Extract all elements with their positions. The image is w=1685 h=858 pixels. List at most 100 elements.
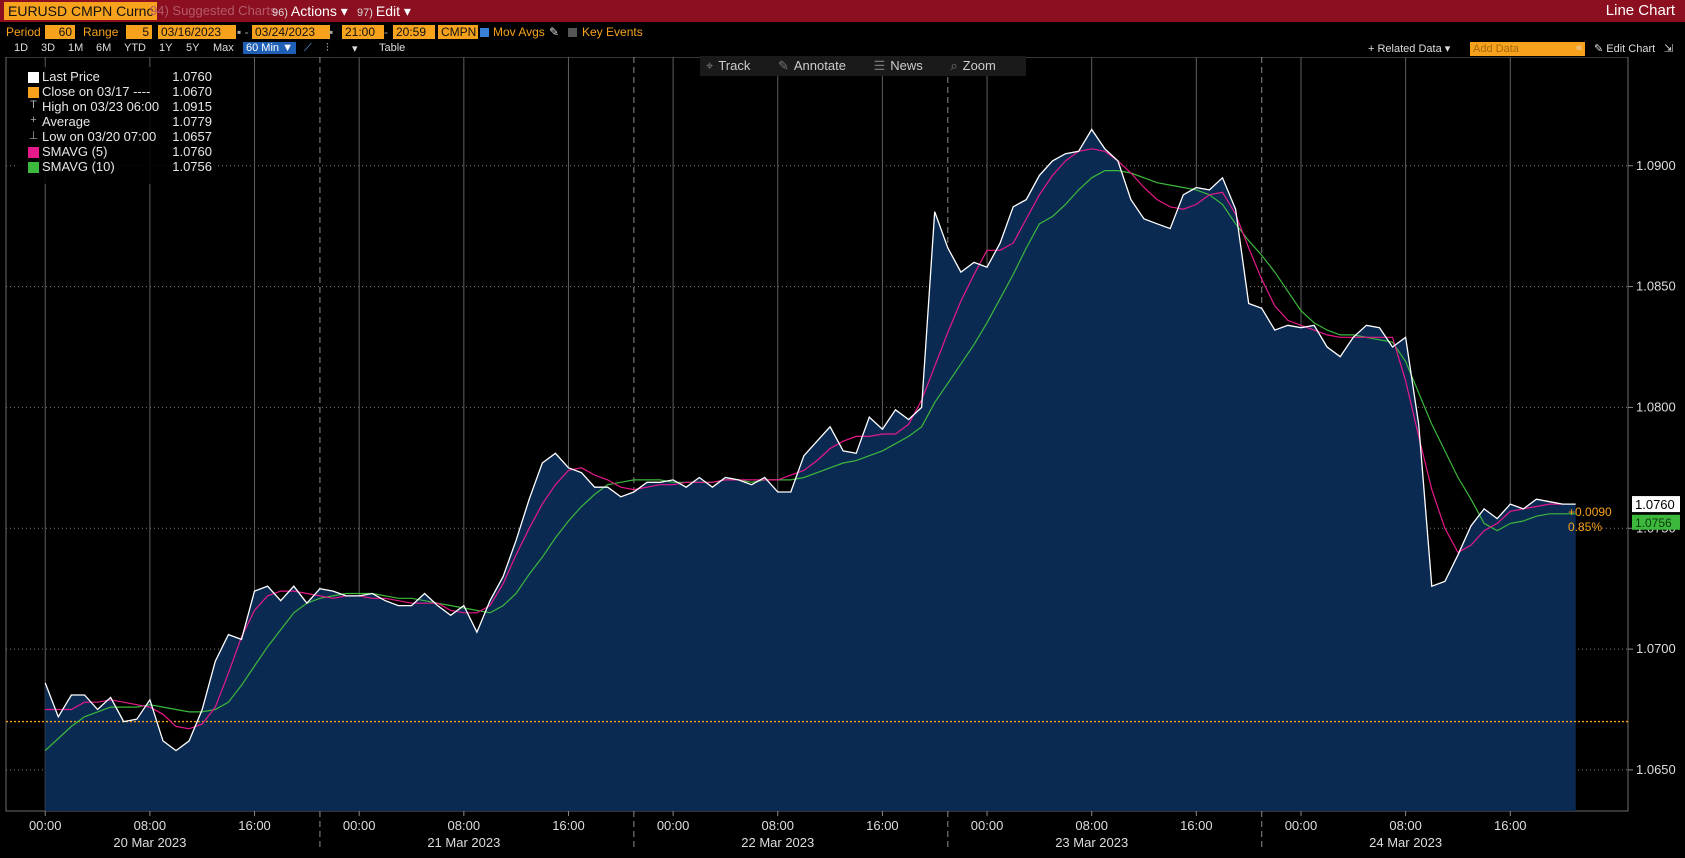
legend-value: 1.0657	[172, 129, 212, 144]
price-area-fill	[45, 129, 1576, 811]
mov-avgs-checkbox[interactable]	[480, 28, 489, 37]
legend-item-smavg-10[interactable]: SMAVG (10) 1.0756	[15, 159, 218, 174]
table-button[interactable]: Table	[379, 42, 406, 54]
frequency-label: 60 Min	[246, 42, 280, 54]
edit-menu-number: 97)	[357, 7, 373, 19]
chart-type-title: Line Chart	[1605, 2, 1675, 19]
period-field[interactable]: 60	[45, 25, 75, 39]
period-button-6m[interactable]: 6M	[96, 42, 112, 54]
period-button-ytd[interactable]: YTD	[124, 42, 146, 54]
chevron-down-icon: ▾	[340, 3, 348, 19]
x-tick-label: 08:00	[134, 818, 167, 833]
line-chart-icon[interactable]: ⟋	[304, 42, 312, 54]
period-button-max[interactable]: Max	[213, 42, 234, 54]
calendar-icon[interactable]: ▪ -	[237, 25, 249, 39]
series-line-last-price	[44, 128, 1576, 752]
track-tool[interactable]: ⌖ Track	[706, 58, 762, 73]
x-tick-label: 00:00	[1285, 818, 1318, 833]
key-events-checkbox[interactable]	[568, 28, 577, 37]
collapse-icon[interactable]: «	[1576, 42, 1583, 54]
related-data-dropdown[interactable]: + Related Data ▾	[1368, 43, 1451, 55]
edit-menu[interactable]: 97) Edit ▾	[357, 2, 411, 20]
legend-value: 1.0670	[172, 84, 212, 99]
end-time-field[interactable]: 20:59	[393, 25, 435, 39]
security-ticker[interactable]: EURUSD CMPN Curnc	[4, 2, 158, 20]
add-data-input[interactable]: Add Data	[1470, 42, 1585, 56]
legend-swatch	[28, 87, 39, 98]
period-button-3d[interactable]: 3D	[41, 42, 56, 54]
chevron-down-icon[interactable]: ▾	[352, 43, 358, 55]
mov-avgs-label[interactable]: Mov Avgs	[493, 25, 545, 39]
key-events-label[interactable]: Key Events	[582, 25, 643, 39]
average-marker-icon: +	[30, 114, 37, 126]
actions-menu-label: Actions	[290, 3, 337, 19]
end-date-field[interactable]: 03/24/2023	[252, 25, 330, 39]
period-button-1m[interactable]: 1M	[68, 42, 84, 54]
actions-menu-number: 96)	[272, 7, 288, 19]
period-button-5y[interactable]: 5Y	[186, 42, 200, 54]
legend-item-last-price[interactable]: Last Price 1.0760	[15, 69, 218, 84]
start-time-field[interactable]: 21:00	[342, 25, 384, 39]
chevron-down-icon: ▾	[403, 3, 411, 19]
legend-item-average[interactable]: + Average 1.0779	[15, 114, 218, 129]
calendar-icon[interactable]: ▪	[329, 25, 334, 39]
legend-value: 1.0779	[172, 114, 212, 129]
x-tick-label: 08:00	[761, 818, 794, 833]
range-label: Range	[83, 25, 119, 39]
news-label: News	[890, 58, 923, 73]
actions-menu[interactable]: 96) Actions ▾	[272, 2, 348, 20]
bar-style-icon[interactable]: ⫶	[326, 42, 329, 54]
suggested-charts-menu[interactable]: 94) Suggested Charts	[150, 3, 277, 18]
legend-swatch	[28, 147, 39, 158]
news-tool[interactable]: ☰ News	[874, 58, 935, 73]
change-absolute: +0.0090	[1568, 505, 1612, 519]
y-tick-label: 1.0900	[1636, 158, 1676, 173]
day-label: 22 Mar 2023	[741, 835, 814, 850]
day-label: 24 Mar 2023	[1369, 835, 1442, 850]
legend-name: SMAVG (10)	[42, 159, 115, 174]
legend-item-low[interactable]: ⊥ Low on 03/20 07:00 1.0657	[15, 129, 218, 144]
edit-menu-label: Edit	[375, 3, 401, 19]
chart-legend: Last Price 1.0760 Close on 03/17 ---- 1.…	[15, 67, 218, 184]
range-field[interactable]: 5	[126, 25, 152, 39]
y-tick-label: 1.0850	[1636, 279, 1676, 294]
legend-item-high[interactable]: T High on 03/23 06:00 1.0915	[15, 99, 218, 114]
crosshair-icon: ⌖	[706, 58, 714, 73]
zoom-tool[interactable]: ⌕ Zoom	[950, 58, 1008, 73]
pencil-icon[interactable]: ✎	[549, 25, 560, 39]
x-tick-label: 00:00	[971, 818, 1004, 833]
x-tick-label: 16:00	[1494, 818, 1527, 833]
time-separator: -	[384, 25, 388, 39]
legend-name: Low on 03/20 07:00	[42, 129, 157, 144]
x-axis: 00:00 08:00 16:00 00:00 08:00 16:00 00:00 08:00…	[29, 811, 1527, 851]
chart-toolbar: ⌖ Track ✎ Annotate ☰ News ⌕ Zoom	[700, 56, 1026, 76]
legend-item-smavg-5[interactable]: SMAVG (5) 1.0760	[15, 144, 218, 159]
x-tick-label: 00:00	[657, 818, 690, 833]
y-tick-label: 1.0700	[1636, 641, 1676, 656]
start-date-field[interactable]: 03/16/2023	[158, 25, 236, 39]
track-label: Track	[718, 58, 751, 73]
y-tick-label: 1.0800	[1636, 399, 1676, 414]
period-button-1d[interactable]: 1D	[14, 42, 29, 54]
frequency-dropdown[interactable]: 60 Min ▼	[243, 42, 296, 54]
legend-value: 1.0756	[172, 159, 212, 174]
day-label: 23 Mar 2023	[1055, 835, 1128, 850]
pencil-icon: ✎	[777, 58, 789, 73]
pricing-source-field[interactable]: CMPN	[438, 25, 478, 39]
legend-item-close[interactable]: Close on 03/17 ---- 1.0670	[15, 84, 218, 99]
last-price-tag: 1.0760	[1635, 497, 1675, 512]
legend-value: 1.0915	[172, 99, 212, 114]
annotate-tool[interactable]: ✎ Annotate	[778, 58, 858, 73]
low-marker-icon: ⊥	[28, 130, 39, 142]
edit-chart-button[interactable]: ✎ Edit Chart	[1594, 43, 1656, 55]
pin-icon[interactable]: ⇲	[1664, 43, 1674, 55]
news-icon: ☰	[873, 58, 886, 73]
legend-name: High on 03/23 06:00	[42, 99, 160, 114]
period-button-1y[interactable]: 1Y	[159, 42, 173, 54]
day-label: 21 Mar 2023	[427, 835, 500, 850]
day-label: 20 Mar 2023	[113, 835, 186, 850]
change-percent: 0.85%	[1568, 520, 1602, 534]
magnifier-icon: ⌕	[950, 58, 958, 73]
